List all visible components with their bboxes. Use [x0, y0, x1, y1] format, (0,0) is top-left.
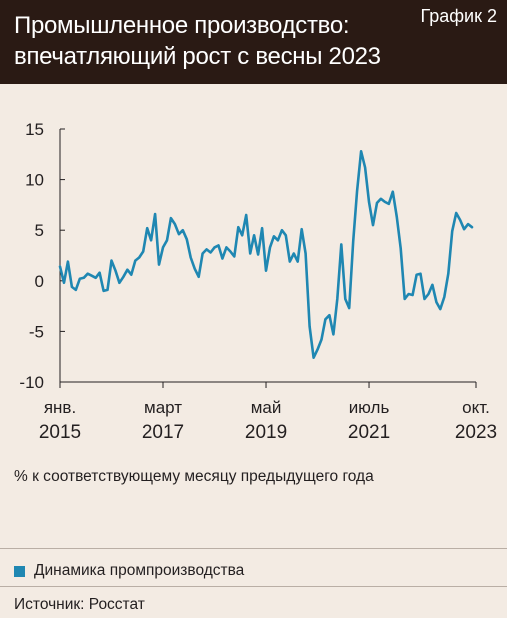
legend: Динамика промпроизводства [14, 562, 244, 580]
x-tick-label-month: окт. [462, 398, 490, 417]
x-tick-label-month: июль [349, 398, 390, 417]
chart-number-label: График 2 [420, 6, 497, 26]
chart-title: Промышленное производство: впечатляющий … [14, 12, 381, 70]
legend-swatch [14, 565, 25, 577]
divider-bottom [0, 586, 507, 587]
x-tick-label-year: 2023 [455, 422, 497, 443]
x-tick-label-year: 2019 [245, 422, 287, 443]
x-tick-label-year: 2015 [39, 422, 81, 443]
legend-label: Динамика промпроизводства [34, 562, 245, 579]
series-line-0 [58, 150, 474, 360]
divider-top [0, 548, 507, 549]
chart-series [58, 150, 474, 360]
x-tick-label-month: март [144, 398, 182, 417]
y-tick-label: 15 [25, 120, 44, 139]
y-tick-label: 0 [35, 272, 44, 291]
x-tick-label-month: май [251, 398, 282, 417]
x-tick-label-month: янв. [44, 398, 76, 417]
y-tick-label: -5 [29, 322, 44, 341]
unit-note: % к соответствующему месяцу предыдущего … [14, 468, 374, 485]
y-tick-label: -10 [19, 373, 44, 392]
y-tick-label: 5 [35, 221, 44, 240]
source-note: Источник: Росстат [14, 596, 145, 613]
y-tick-label: 10 [25, 171, 44, 190]
chart-header: Промышленное производство: впечатляющий … [0, 0, 507, 84]
x-tick-label-year: 2021 [348, 422, 390, 443]
x-tick-label-year: 2017 [142, 422, 184, 443]
